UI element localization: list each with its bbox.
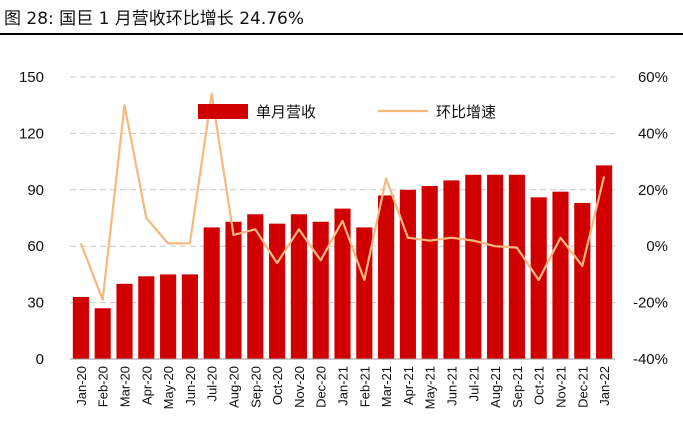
x-tick-label: Aug-21: [488, 366, 503, 408]
legend-line-label: 环比增速: [436, 103, 496, 121]
bar: [596, 165, 613, 359]
y-right-tick-label: -20%: [633, 295, 668, 312]
y-left-tick-label: 60: [27, 238, 44, 255]
bar: [552, 191, 569, 359]
y-right-tick-label: 0%: [646, 238, 668, 255]
x-tick-label: Apr-21: [401, 366, 416, 405]
y-left-tick-label: 90: [27, 182, 44, 199]
x-tick-label: Jun-21: [445, 366, 460, 406]
x-tick-label: May-20: [161, 366, 176, 409]
bar: [443, 180, 460, 359]
title-rule: [0, 33, 683, 35]
bar: [334, 208, 351, 359]
bar: [225, 221, 242, 359]
x-tick-label: Apr-20: [139, 366, 154, 405]
legend-bar-swatch: [198, 104, 248, 119]
x-tick-label: Dec-20: [314, 366, 329, 408]
x-tick-label: Sep-20: [248, 366, 263, 408]
title-text: 国巨 1 月营收环比增长 24.76%: [59, 9, 305, 29]
bar: [356, 227, 373, 359]
x-tick-label: Jul-21: [466, 366, 481, 401]
bar: [487, 174, 504, 359]
chart-title: 图 28: 国巨 1 月营收环比增长 24.76%: [4, 4, 304, 29]
x-tick-label: Oct-20: [270, 366, 285, 405]
bar: [203, 227, 220, 359]
bar: [94, 308, 111, 359]
x-tick-label: Oct-21: [532, 366, 547, 405]
bar: [399, 189, 416, 359]
legend-bar-label: 单月营收: [256, 103, 316, 121]
y-right-tick-label: 40%: [638, 125, 668, 142]
bar: [290, 214, 307, 359]
x-tick-label: Jan-21: [336, 366, 351, 406]
x-tick-label: Jun-20: [183, 366, 198, 406]
bar: [247, 214, 264, 359]
x-tick-label: Jul-20: [205, 366, 220, 401]
bar: [574, 202, 591, 359]
x-tick-label: Aug-20: [227, 366, 242, 408]
x-tick-label: Sep-21: [510, 366, 525, 408]
bar: [72, 296, 89, 359]
bar: [160, 274, 177, 359]
x-tick-label: Nov-21: [554, 366, 569, 408]
bar: [138, 276, 155, 359]
y-left-tick-label: 30: [27, 295, 44, 312]
bar: [421, 186, 438, 359]
x-tick-label: Mar-21: [379, 366, 394, 407]
growth-line: [79, 92, 606, 301]
x-tick-label: Jan-22: [597, 366, 612, 406]
bar: [465, 174, 482, 359]
bar: [269, 223, 286, 359]
y-left-tick-label: 0: [36, 351, 44, 368]
figure-label: 图 28:: [4, 9, 54, 29]
bar: [181, 274, 198, 359]
bar: [116, 283, 133, 359]
x-tick-label: Jan-20: [74, 366, 89, 406]
bar: [508, 174, 525, 359]
bar: [312, 221, 329, 359]
x-tick-label: Nov-20: [292, 366, 307, 408]
y-left-tick-label: 150: [19, 69, 44, 86]
x-tick-label: Feb-20: [96, 366, 111, 407]
x-tick-label: May-21: [423, 366, 438, 409]
bar: [378, 195, 395, 359]
y-right-tick-label: 20%: [638, 182, 668, 199]
x-tick-label: Feb-21: [357, 366, 372, 407]
y-right-tick-label: 60%: [638, 69, 668, 86]
x-tick-label: Mar-20: [118, 366, 133, 407]
x-tick-label: Dec-21: [575, 366, 590, 408]
y-right-tick-label: -40%: [633, 351, 668, 368]
y-left-tick-label: 120: [19, 125, 44, 142]
